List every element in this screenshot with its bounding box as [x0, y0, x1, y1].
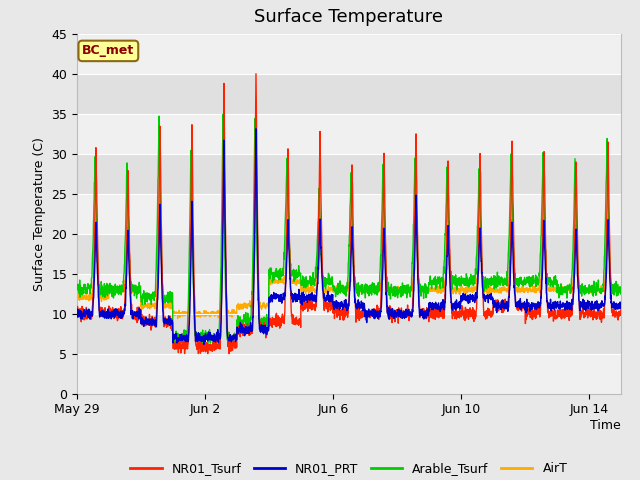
X-axis label: Time: Time — [590, 419, 621, 432]
Bar — [77, 234, 621, 274]
Text: BC_met: BC_met — [82, 44, 134, 58]
Bar — [77, 154, 621, 193]
Bar — [77, 73, 621, 114]
Y-axis label: Surface Temperature (C): Surface Temperature (C) — [33, 137, 45, 290]
Bar — [77, 313, 621, 354]
Legend: NR01_Tsurf, NR01_PRT, Arable_Tsurf, AirT: NR01_Tsurf, NR01_PRT, Arable_Tsurf, AirT — [125, 457, 572, 480]
Title: Surface Temperature: Surface Temperature — [254, 9, 444, 26]
